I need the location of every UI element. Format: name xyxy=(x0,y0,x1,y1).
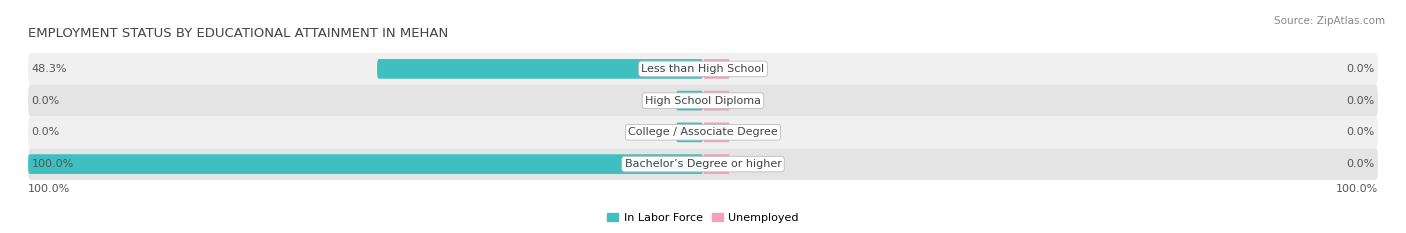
Text: 100.0%: 100.0% xyxy=(1336,184,1378,194)
Text: College / Associate Degree: College / Associate Degree xyxy=(628,127,778,137)
Text: 0.0%: 0.0% xyxy=(1347,127,1375,137)
FancyBboxPatch shape xyxy=(703,123,730,142)
FancyBboxPatch shape xyxy=(28,116,1378,148)
Text: 48.3%: 48.3% xyxy=(31,64,67,74)
Text: 0.0%: 0.0% xyxy=(31,127,59,137)
Text: Bachelor’s Degree or higher: Bachelor’s Degree or higher xyxy=(624,159,782,169)
Text: High School Diploma: High School Diploma xyxy=(645,96,761,106)
FancyBboxPatch shape xyxy=(676,123,703,142)
Text: 100.0%: 100.0% xyxy=(31,159,73,169)
Legend: In Labor Force, Unemployed: In Labor Force, Unemployed xyxy=(607,213,799,223)
FancyBboxPatch shape xyxy=(676,91,703,110)
Text: 0.0%: 0.0% xyxy=(31,96,59,106)
FancyBboxPatch shape xyxy=(377,59,703,79)
FancyBboxPatch shape xyxy=(28,154,703,174)
Text: 0.0%: 0.0% xyxy=(1347,96,1375,106)
Text: 100.0%: 100.0% xyxy=(28,184,70,194)
FancyBboxPatch shape xyxy=(28,85,1378,116)
Text: 0.0%: 0.0% xyxy=(1347,159,1375,169)
Text: Less than High School: Less than High School xyxy=(641,64,765,74)
FancyBboxPatch shape xyxy=(703,154,730,174)
Text: 0.0%: 0.0% xyxy=(1347,64,1375,74)
Text: EMPLOYMENT STATUS BY EDUCATIONAL ATTAINMENT IN MEHAN: EMPLOYMENT STATUS BY EDUCATIONAL ATTAINM… xyxy=(28,27,449,40)
FancyBboxPatch shape xyxy=(28,53,1378,85)
FancyBboxPatch shape xyxy=(28,148,1378,180)
Text: Source: ZipAtlas.com: Source: ZipAtlas.com xyxy=(1274,16,1385,26)
FancyBboxPatch shape xyxy=(703,59,730,79)
FancyBboxPatch shape xyxy=(703,91,730,110)
